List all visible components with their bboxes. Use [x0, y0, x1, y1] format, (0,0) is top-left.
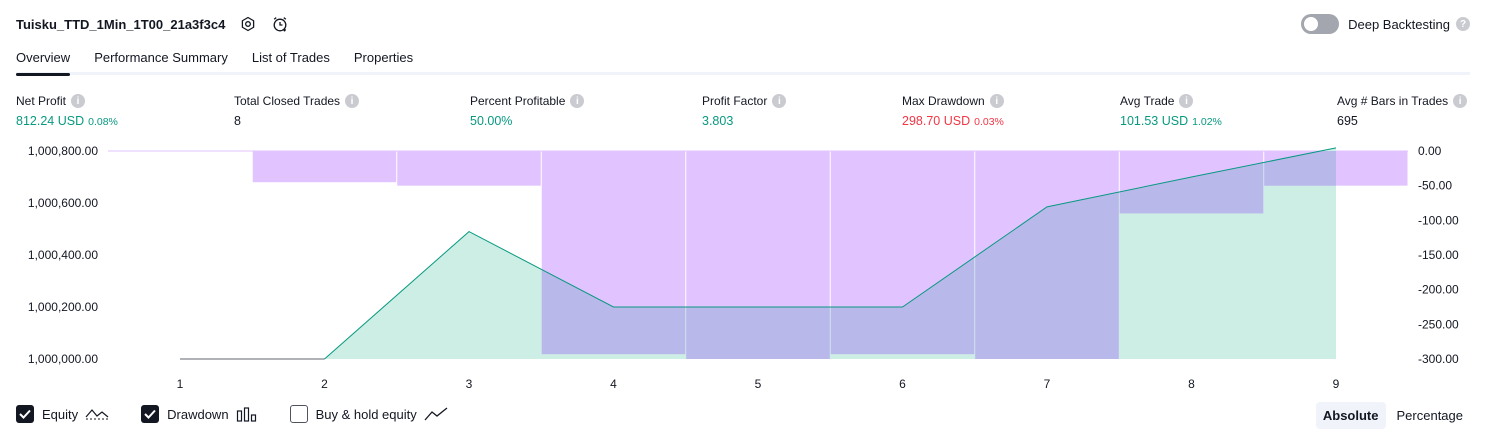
right-axis-tick-label: -300.00 — [1418, 352, 1459, 366]
x-axis-tick-label: 1 — [177, 377, 184, 391]
metric-label: Percent Profitable — [470, 94, 566, 108]
metric-total-closed-trades: Total Closed Trades i 8 — [234, 93, 360, 128]
tab-bar: Overview Performance Summary List of Tra… — [16, 46, 437, 76]
absolute-button[interactable]: Absolute — [1315, 401, 1386, 429]
strategy-header: Tuisku_TTD_1Min_1T00_21a3f3c4 — [16, 12, 289, 36]
buy-hold-checkbox[interactable] — [289, 405, 308, 423]
strategy-title: Tuisku_TTD_1Min_1T00_21a3f3c4 — [16, 16, 226, 32]
metric-label: Avg Trade — [1120, 94, 1175, 108]
metric-value: 50.00% — [470, 114, 513, 128]
right-axis-tick-label: -150.00 — [1418, 248, 1459, 262]
x-axis-tick-label: 7 — [1044, 377, 1051, 391]
percentage-button[interactable]: Percentage — [1396, 407, 1464, 423]
metric-label: Profit Factor — [702, 94, 768, 108]
metric-value: 3.803 — [702, 114, 734, 128]
deep-backtesting-toggle[interactable] — [1301, 14, 1340, 34]
x-axis-tick-label: 4 — [610, 377, 617, 391]
metric-label: Avg # Bars in Trades — [1337, 94, 1449, 108]
legend-label: Drawdown — [167, 406, 229, 422]
buy-hold-line-icon — [424, 406, 448, 422]
chart-legend: Equity Drawdown Buy & hold equity — [16, 402, 480, 426]
x-axis-tick-label: 9 — [1333, 377, 1340, 391]
help-icon[interactable]: ? — [1456, 17, 1470, 31]
metric-avg-trade: Avg Trade i 101.53 USD 1.02% — [1120, 93, 1222, 128]
metric-value: 101.53 USD — [1120, 114, 1189, 128]
right-axis-tick-label: -200.00 — [1418, 283, 1459, 297]
left-axis-tick-label: 1,000,600.00 — [28, 196, 98, 210]
deep-backtesting: Deep Backtesting ? — [1301, 13, 1470, 35]
x-axis-tick-label: 3 — [466, 377, 473, 391]
tab-performance-summary[interactable]: Performance Summary — [94, 50, 228, 65]
display-mode: Absolute Percentage — [1312, 401, 1470, 429]
equity-drawdown-chart[interactable]: 1,000,800.00 1,000,600.00 1,000,400.00 1,00… — [0, 140, 1486, 396]
right-axis-tick-label: -250.00 — [1418, 317, 1459, 331]
metric-value: 298.70 USD — [902, 114, 971, 128]
metric-label: Net Profit — [16, 94, 67, 108]
drawdown-bars-icon — [236, 406, 258, 422]
metric-value: 812.24 USD — [16, 114, 85, 128]
info-icon[interactable]: i — [345, 94, 360, 108]
info-icon[interactable]: i — [772, 94, 787, 108]
metric-percent: 1.02% — [1192, 116, 1222, 128]
tabs-divider — [16, 72, 1470, 75]
left-axis-tick-label: 1,000,200.00 — [28, 300, 98, 314]
metric-profit-factor: Profit Factor i 3.803 — [702, 93, 787, 128]
right-axis-tick-label: 0.00 — [1418, 144, 1442, 158]
legend-label: Buy & hold equity — [315, 406, 417, 422]
x-axis-tick-label: 5 — [755, 377, 762, 391]
legend-label: Equity — [42, 406, 79, 422]
info-icon[interactable]: i — [1179, 94, 1194, 108]
settings-gear-icon[interactable] — [239, 15, 257, 33]
left-axis-tick-label: 1,000,000.00 — [28, 352, 98, 366]
right-axis-tick-label: -50.00 — [1418, 179, 1452, 193]
metric-percent: 0.03% — [974, 116, 1004, 128]
legend-drawdown[interactable]: Drawdown — [141, 405, 257, 423]
equity-line-icon — [85, 406, 109, 422]
toggle-knob — [1304, 17, 1319, 31]
tab-overview[interactable]: Overview — [16, 46, 71, 76]
legend-buy-hold[interactable]: Buy & hold equity — [289, 405, 448, 423]
x-axis-tick-label: 2 — [321, 377, 328, 391]
info-icon[interactable]: i — [71, 94, 86, 108]
drawdown-checkbox[interactable] — [141, 405, 160, 423]
metric-net-profit: Net Profit i 812.24 USD 0.08% — [16, 93, 118, 128]
x-axis-tick-label: 8 — [1188, 377, 1195, 391]
tab-list-of-trades[interactable]: List of Trades — [251, 50, 330, 65]
metric-value: 695 — [1337, 114, 1358, 128]
right-axis-tick-label: -100.00 — [1418, 213, 1459, 227]
metric-value: 8 — [234, 114, 241, 128]
equity-checkbox[interactable] — [16, 405, 34, 423]
metric-label: Total Closed Trades — [234, 94, 341, 108]
drawdown-bar — [397, 151, 541, 186]
info-icon[interactable]: i — [989, 94, 1004, 108]
metric-max-drawdown: Max Drawdown i 298.70 USD 0.03% — [902, 93, 1004, 128]
tab-properties[interactable]: Properties — [353, 50, 414, 65]
info-icon[interactable]: i — [570, 94, 585, 108]
equity-line — [324, 147, 1337, 360]
metric-label: Max Drawdown — [902, 94, 985, 108]
left-axis-tick-label: 1,000,400.00 — [28, 248, 98, 262]
metric-percent: 0.08% — [88, 116, 118, 128]
left-axis-tick-label: 1,000,800.00 — [28, 144, 98, 158]
info-icon[interactable]: i — [1453, 94, 1468, 108]
metric-avg-bars-in-trades: Avg # Bars in Trades i 695 — [1337, 93, 1468, 128]
metric-percent-profitable: Percent Profitable i 50.00% — [470, 93, 585, 128]
drawdown-bar — [252, 151, 397, 183]
deep-backtesting-label: Deep Backtesting — [1348, 16, 1450, 32]
alert-clock-icon[interactable] — [271, 15, 289, 33]
legend-equity[interactable]: Equity — [16, 405, 109, 423]
x-axis-tick-label: 6 — [899, 377, 906, 391]
